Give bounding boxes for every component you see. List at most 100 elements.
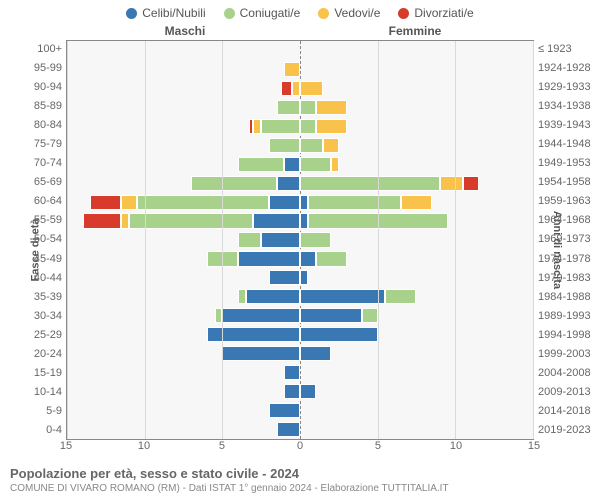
legend-dot-icon [398,8,409,19]
legend: Celibi/Nubili Coniugati/e Vedovi/e Divorzia… [0,0,600,20]
bar-row [67,117,533,136]
bar-male-div [281,81,292,96]
bar-male-cel [284,384,300,399]
legend-dot-icon [126,8,137,19]
birth-label: ≤ 1923 [538,40,572,59]
birth-label: 1959-1963 [538,192,591,211]
x-tick: 10 [450,440,462,452]
bar-male-con [137,195,269,210]
bar-row [67,401,533,420]
bar-row [67,212,533,231]
bar-male-cel [284,157,300,172]
bar-female-ved [300,81,323,96]
bar-row [67,155,533,174]
bar-row [67,287,533,306]
age-label: 90-94 [34,78,62,97]
birth-label: 1979-1983 [538,269,591,288]
chart-subtitle: COMUNE DI VIVARO ROMANO (RM) - Dati ISTA… [10,483,449,494]
age-label: 50-54 [34,230,62,249]
age-label: 25-29 [34,326,62,345]
bar-female-con [362,308,378,323]
x-tick: 5 [375,440,381,452]
chart-title: Popolazione per età, sesso e stato civil… [10,466,449,481]
bar-male-div [249,119,254,134]
bar-row [67,231,533,250]
bar-row [67,344,533,363]
birth-label: 1969-1973 [538,230,591,249]
birth-label: 1999-2003 [538,345,591,364]
bar-male-div [83,213,122,228]
bar-female-cel [300,289,385,304]
bar-male-con [238,232,261,247]
footer: Popolazione per età, sesso e stato civil… [10,466,449,494]
x-tick: 10 [138,440,150,452]
gridline [67,41,68,439]
birth-label: 1949-1953 [538,154,591,173]
bar-male-con [277,100,300,115]
bar-row [67,268,533,287]
bar-female-cel [300,346,331,361]
bar-row [67,193,533,212]
birth-label: 1989-1993 [538,307,591,326]
age-label: 80-84 [34,116,62,135]
birth-label: 2014-2018 [538,402,591,421]
age-label: 35-39 [34,288,62,307]
x-tick: 15 [528,440,540,452]
bar-row [67,174,533,193]
birth-label: 1994-1998 [538,326,591,345]
bar-row [67,249,533,268]
gridline [533,41,534,439]
birth-label: 1974-1978 [538,250,591,269]
legend-item: Divorziati/e [398,6,473,20]
bar-male-cel [261,232,300,247]
legend-item: Vedovi/e [318,6,380,20]
bar-male-cel [277,176,300,191]
bar-female-div [463,176,479,191]
bar-female-ved [316,100,347,115]
birth-label: 1944-1948 [538,135,591,154]
bar-female-con [385,289,416,304]
age-label: 15-19 [34,364,62,383]
age-label: 40-44 [34,269,62,288]
plot-area [66,40,534,440]
bar-male-cel [207,327,300,342]
bar-male-cel [222,346,300,361]
bar-male-cel [269,403,300,418]
bar-male-con [129,213,253,228]
bar-female-cel [300,213,308,228]
bar-rows [67,41,533,439]
age-labels: 100+95-9990-9485-8980-8475-7970-7465-696… [0,40,66,440]
age-label: 75-79 [34,135,62,154]
legend-item: Celibi/Nubili [126,6,205,20]
bar-male-con [269,138,300,153]
age-label: 65-69 [34,173,62,192]
age-label: 5-9 [46,402,62,421]
bar-female-ved [440,176,463,191]
bar-row [67,136,533,155]
age-label: 10-14 [34,383,62,402]
birth-label: 1964-1968 [538,211,591,230]
x-tick: 0 [297,440,303,452]
bar-male-cel [222,308,300,323]
header-maschi: Maschi [70,24,300,38]
bar-male-ved [253,119,261,134]
legend-dot-icon [318,8,329,19]
bar-row [67,382,533,401]
bar-male-cel [269,195,300,210]
birth-label: 2004-2008 [538,364,591,383]
bar-female-ved [323,138,339,153]
side-headers: Maschi Femmine [70,24,530,38]
age-label: 95-99 [34,59,62,78]
bar-female-cel [300,308,362,323]
bar-male-con [261,119,300,134]
bar-male-con [238,157,285,172]
legend-item: Coniugati/e [224,6,301,20]
bar-male-div [90,195,121,210]
bar-female-con [300,157,331,172]
bar-male-cel [277,422,300,437]
gridline [378,41,379,439]
bar-male-cel [284,365,300,380]
age-label: 30-34 [34,307,62,326]
bar-male-con [238,289,246,304]
birth-year-labels: ≤ 19231924-19281929-19331934-19381939-19… [534,40,600,440]
